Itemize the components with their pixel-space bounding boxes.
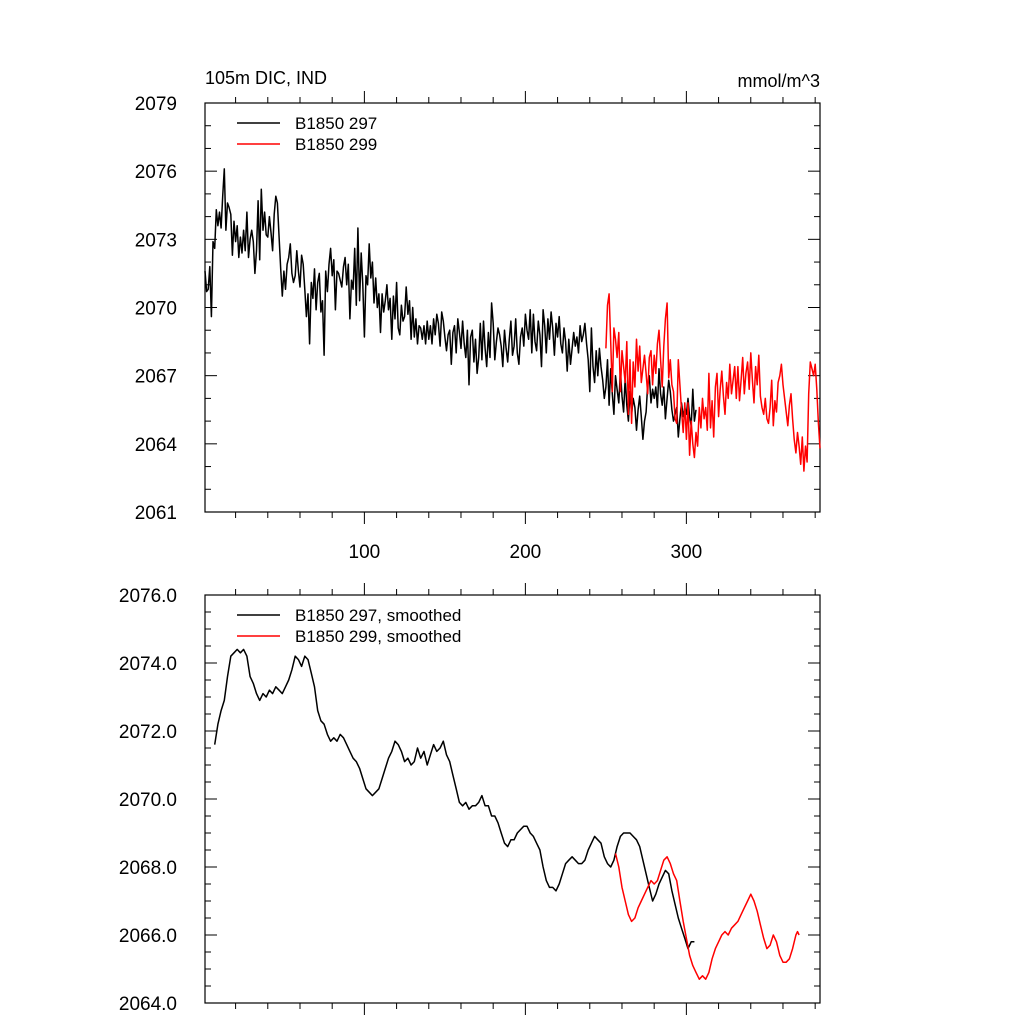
series-line-b1850-297 bbox=[213, 648, 695, 950]
y-tick-label: 2074.0 bbox=[119, 654, 177, 675]
plot-frame bbox=[204, 594, 821, 1004]
y-tick-label: 2064.0 bbox=[119, 994, 177, 1015]
legend-label: B1850 299, smoothed bbox=[295, 627, 461, 646]
chart-title: 105m DIC, IND bbox=[205, 68, 327, 88]
y-tick-label: 2073 bbox=[135, 230, 177, 251]
legend-label: B1850 297, smoothed bbox=[295, 606, 461, 625]
x-tick-label: 100 bbox=[349, 542, 381, 563]
legend-label: B1850 299 bbox=[295, 135, 377, 154]
top-panel: 2061 2064 2067 2070 2073 2076 2079 100 200 300 B18… bbox=[135, 91, 821, 563]
series-line-b1850-297 bbox=[204, 168, 697, 441]
y-tick-label: 2079 bbox=[135, 94, 177, 115]
y-tick-label: 2070 bbox=[135, 299, 177, 320]
y-tick-label: 2072.0 bbox=[119, 722, 177, 743]
plot-frame bbox=[204, 102, 821, 513]
y-tick-label: 2061 bbox=[135, 503, 177, 524]
bottom-panel: 2064.0 2066.0 2068.0 2070.0 2072.0 2074.0 2076… bbox=[119, 583, 821, 1015]
legend-label: B1850 297 bbox=[295, 114, 377, 133]
x-tick-label: 300 bbox=[671, 542, 703, 563]
series-line-b1850-299 bbox=[605, 293, 821, 472]
y-tick-label: 2070.0 bbox=[119, 790, 177, 811]
y-tick-label: 2076.0 bbox=[119, 586, 177, 607]
x-tick-label: 200 bbox=[510, 542, 542, 563]
y-tick-label: 2067 bbox=[135, 367, 177, 388]
y-tick-label: 2066.0 bbox=[119, 926, 177, 947]
series-line-b1850-299 bbox=[614, 853, 800, 980]
units-label: mmol/m^3 bbox=[738, 71, 820, 91]
y-tick-label: 2068.0 bbox=[119, 858, 177, 879]
y-tick-label: 2076 bbox=[135, 162, 177, 183]
y-tick-label: 2064 bbox=[135, 435, 178, 456]
